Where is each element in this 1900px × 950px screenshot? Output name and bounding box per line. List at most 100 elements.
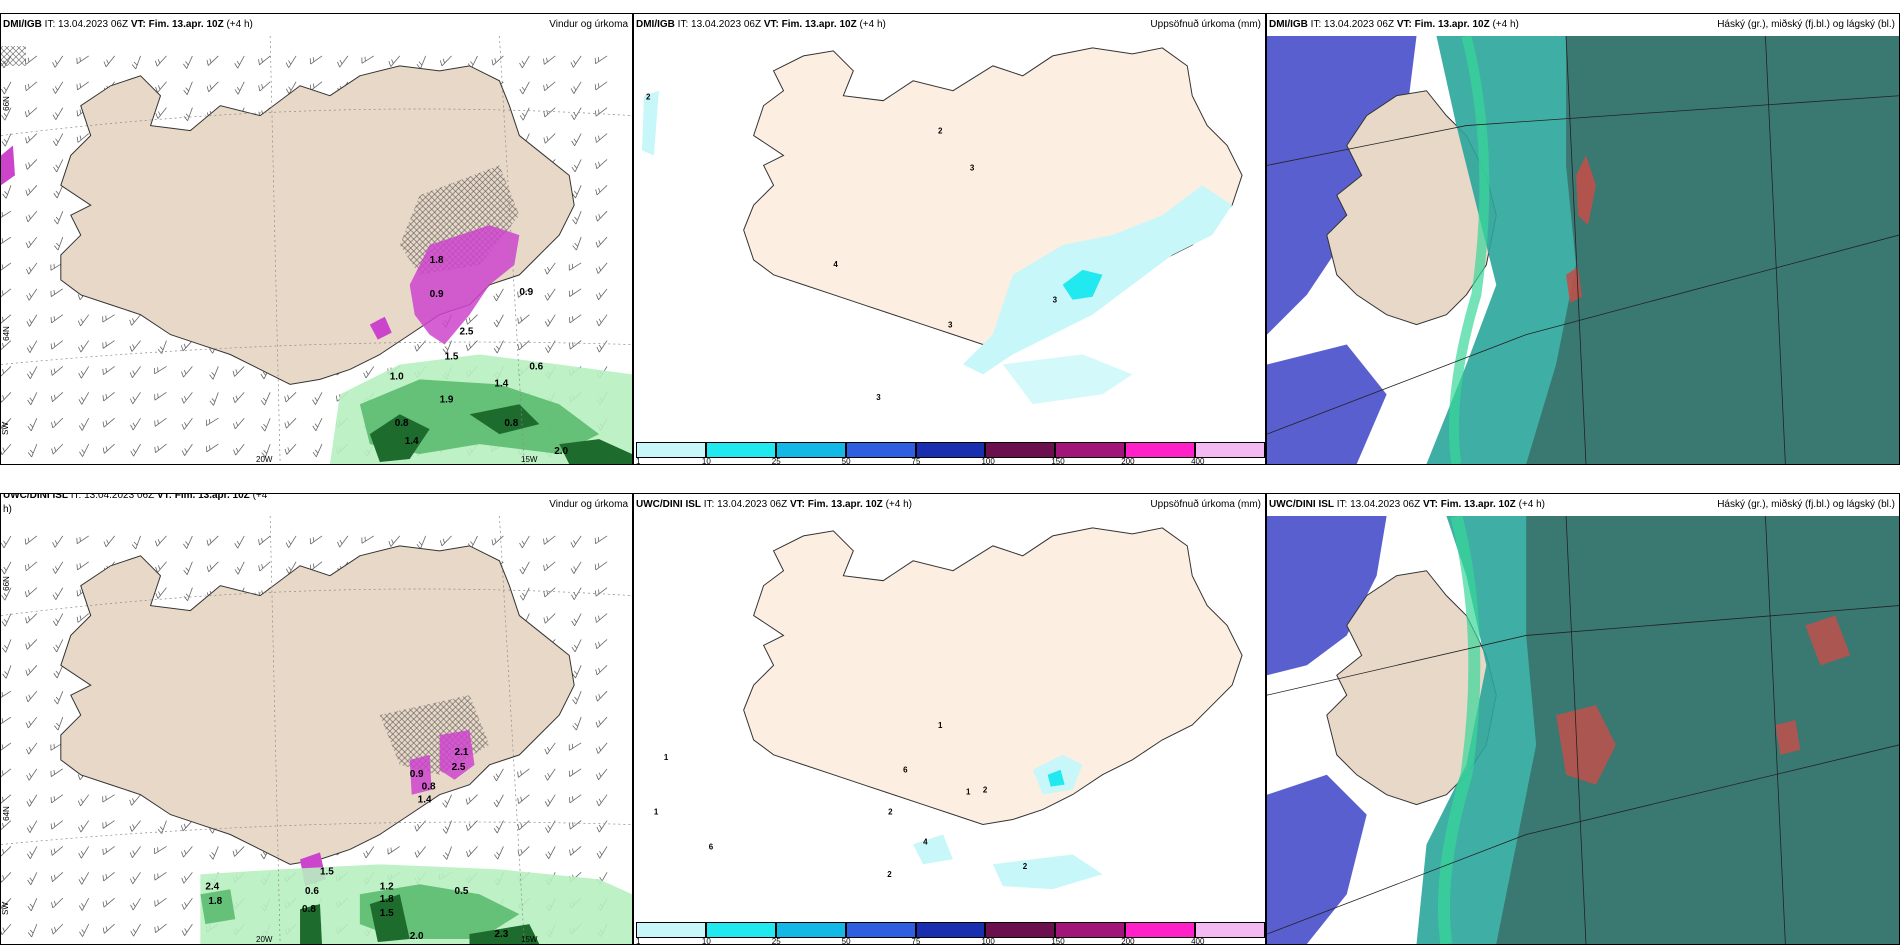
- wind-barb: [415, 533, 427, 550]
- wind-barb: [48, 310, 64, 324]
- wind-barb: [541, 583, 556, 598]
- wind-barb: [492, 817, 504, 834]
- colorbar-label: 200: [1121, 937, 1135, 945]
- colorbar-label: 10: [701, 457, 711, 465]
- colorbar-label: 75: [911, 457, 921, 465]
- red-cloud-spot: [1566, 155, 1596, 303]
- wind-barb: [99, 816, 116, 829]
- accum-cyan: [1047, 769, 1065, 787]
- wind-barb: [51, 130, 64, 147]
- wind-barb: [100, 414, 116, 428]
- wind-barb: [152, 919, 167, 934]
- wind-barb: [592, 103, 608, 117]
- wind-barb: [48, 362, 64, 376]
- wind-barb: [311, 441, 323, 458]
- wind-barb: [24, 791, 38, 807]
- wind-barb: [100, 362, 116, 376]
- wind-barb: [26, 415, 38, 432]
- wind-barb: [517, 559, 530, 575]
- panel-uwc-clouds: UWC/DINI ISL IT: 13.04.2023 06Z VT: Fim.…: [1266, 493, 1900, 945]
- wind-barb: [23, 207, 38, 223]
- iceland-landmass: [60, 545, 575, 865]
- valid-time: VT: Fim. 13.apr. 10Z: [1422, 499, 1516, 510]
- wind-barb: [492, 844, 504, 860]
- wind-barb: [517, 533, 530, 549]
- panel-uwc-accum-precip: UWC/DINI ISL IT: 13.04.2023 06Z VT: Fim.…: [633, 493, 1266, 945]
- wind-barb: [412, 336, 427, 352]
- wind-barb: [541, 103, 556, 118]
- wind-barb: [179, 362, 193, 378]
- wind-barb: [204, 77, 219, 93]
- low-cloud-blue-bottom: [1267, 774, 1367, 944]
- wind-barb: [542, 739, 556, 755]
- wind-barb: [25, 389, 38, 406]
- high-cloud-dark: [1496, 516, 1899, 944]
- lead-time: (+4 h): [1492, 19, 1519, 30]
- product-title: Háský (gr.), miðský (fj.bl.) og lágský (…: [1717, 499, 1895, 510]
- wind-barb: [73, 51, 90, 65]
- lat-label-64n: 64N: [1, 806, 11, 821]
- wind-barb: [48, 414, 64, 429]
- wind-barb: [1, 611, 12, 627]
- wind-barb: [25, 843, 38, 860]
- wind-barb: [437, 52, 452, 67]
- wind-barb: [1, 206, 12, 219]
- map-area: [1267, 516, 1899, 944]
- wind-barb: [151, 841, 167, 855]
- panel-header: DMI/IGB IT: 13.04.2023 06Z VT: Fim. 13.a…: [634, 14, 1265, 36]
- wind-barb: [1, 284, 12, 298]
- model-name: UWC/DINI ISL: [1269, 499, 1334, 510]
- heavy-precip-magenta: [409, 730, 475, 795]
- lat-label-64n: 64N: [1, 326, 11, 341]
- valid-time: VT: Fim. 13.apr. 10Z: [1396, 19, 1490, 30]
- colorbar-label: 400: [1191, 457, 1205, 465]
- wind-barb: [48, 764, 64, 778]
- wind-barb: [100, 842, 116, 856]
- wind-barb: [52, 234, 64, 251]
- value-label: 1.0: [390, 371, 404, 382]
- value-label: 1.2: [380, 881, 394, 892]
- wind-barb: [592, 635, 608, 650]
- wind-barb: [489, 51, 504, 66]
- wind-barb: [25, 869, 38, 886]
- wind-barb: [593, 233, 608, 248]
- colorbar-segment: [775, 922, 846, 938]
- wind-barb: [151, 867, 167, 881]
- colorbar-segment: [1125, 922, 1196, 938]
- colorbar-segment: [705, 922, 776, 938]
- value-label: 1: [664, 753, 669, 762]
- lead-time: (+4 h): [226, 19, 253, 30]
- wind-barb: [23, 713, 38, 729]
- wind-barb: [492, 791, 504, 808]
- wind-barb: [540, 557, 556, 572]
- wind-barb: [282, 388, 297, 403]
- wind-barb: [48, 336, 64, 350]
- wind-barb: [540, 531, 556, 545]
- product-title: Háský (gr.), miðský (fj.bl.) og lágský (…: [1717, 19, 1895, 30]
- wind-barb: [22, 531, 38, 545]
- wind-barb: [25, 363, 38, 380]
- wind-barb: [361, 843, 375, 859]
- wind-barb: [52, 688, 64, 705]
- wind-barb: [593, 207, 608, 222]
- value-label: 0.5: [455, 886, 469, 897]
- wind-barb: [568, 52, 582, 68]
- init-time: IT: 13.04.2023 06Z: [44, 19, 129, 30]
- wind-barb: [24, 259, 38, 275]
- wind-barb: [594, 817, 608, 833]
- value-label: 0.6: [529, 361, 543, 372]
- wind-barb: [76, 363, 90, 379]
- value-label: 2.4: [205, 881, 219, 892]
- low-cloud-blue: [1267, 516, 1387, 676]
- product-title: Vindur og úrkoma: [549, 499, 628, 510]
- wind-barb: [592, 129, 608, 143]
- colorbar-segment: [915, 442, 986, 458]
- product-title: Vindur og úrkoma: [549, 19, 628, 30]
- wind-barb: [543, 817, 556, 834]
- wind-barb: [518, 105, 530, 121]
- wind-barb: [24, 765, 38, 781]
- value-label: 1.5: [320, 866, 334, 877]
- wind-barb: [151, 387, 167, 401]
- wind-barb: [594, 791, 608, 807]
- colorbar-segment: [1195, 922, 1265, 938]
